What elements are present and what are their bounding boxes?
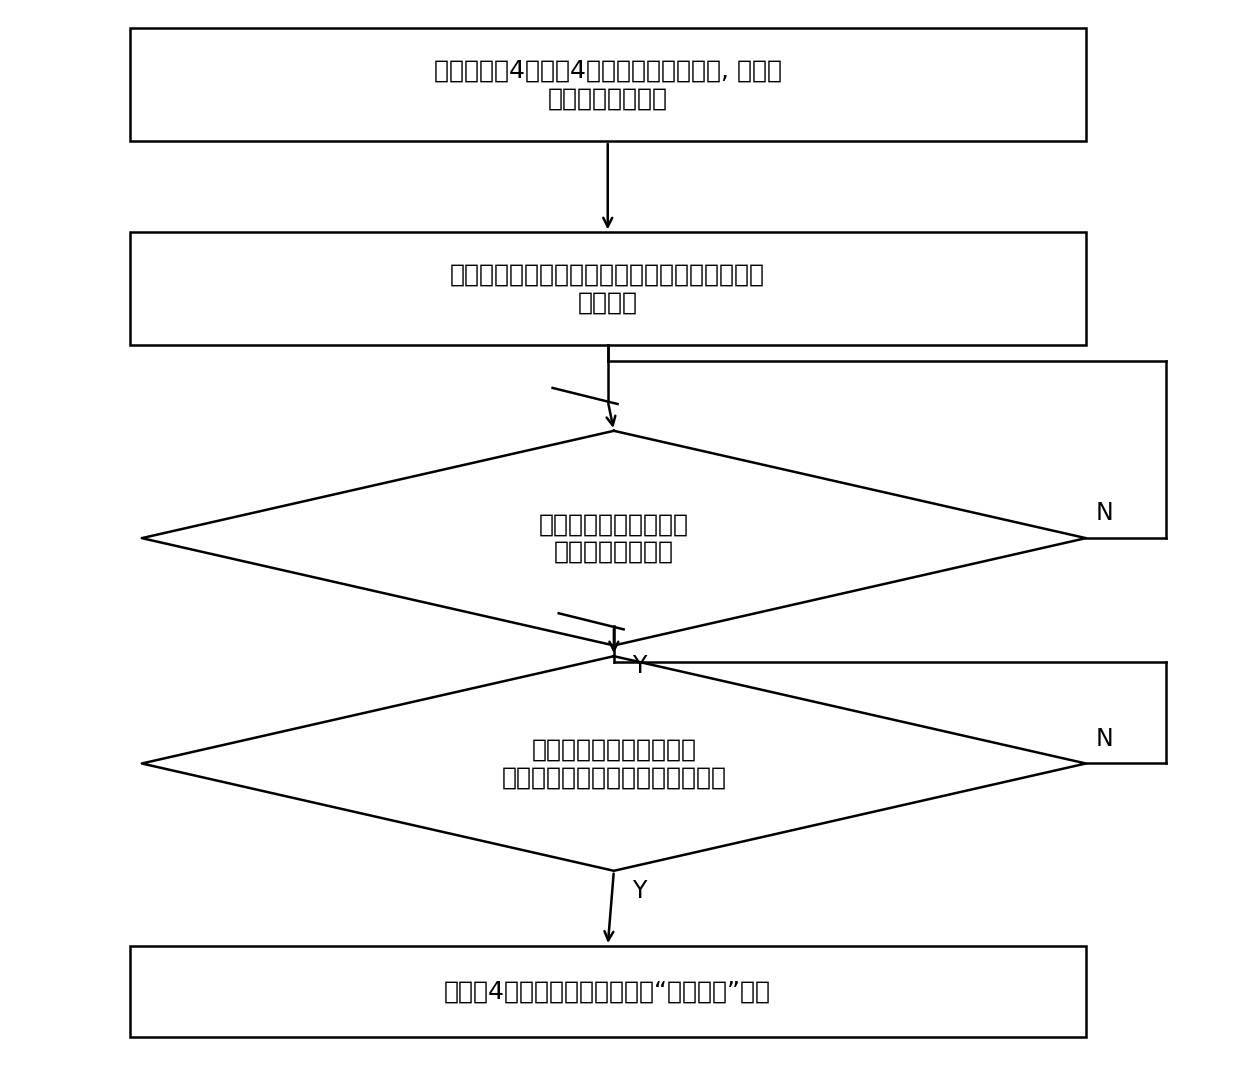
- Text: Y: Y: [632, 654, 646, 678]
- Text: 该相焢4管的接线端子处，存在“接触不良”故障: 该相焢4管的接线端子处，存在“接触不良”故障: [444, 979, 771, 1003]
- Text: 利用开关柜中的电流检测装置，分别检测各相电
流的大小: 利用开关柜中的电流检测装置，分别检测各相电 流的大小: [450, 263, 765, 314]
- Text: 在跌落式焢4断器焢4管的各相接线端子处, 分别设
置一个温度传感器: 在跌落式焢4断器焢4管的各相接线端子处, 分别设 置一个温度传感器: [434, 59, 781, 111]
- Text: N: N: [1096, 726, 1114, 751]
- Text: 某相的电流値小于等于
其他相的电流値？: 某相的电流値小于等于 其他相的电流値？: [539, 512, 689, 564]
- Text: 某相接线端子处的温度値
高于其他相接线端子处的温度値？: 某相接线端子处的温度値 高于其他相接线端子处的温度値？: [501, 738, 727, 789]
- Text: N: N: [1096, 501, 1114, 525]
- Text: Y: Y: [632, 879, 646, 903]
- FancyBboxPatch shape: [129, 28, 1086, 141]
- FancyBboxPatch shape: [129, 946, 1086, 1037]
- FancyBboxPatch shape: [129, 233, 1086, 345]
